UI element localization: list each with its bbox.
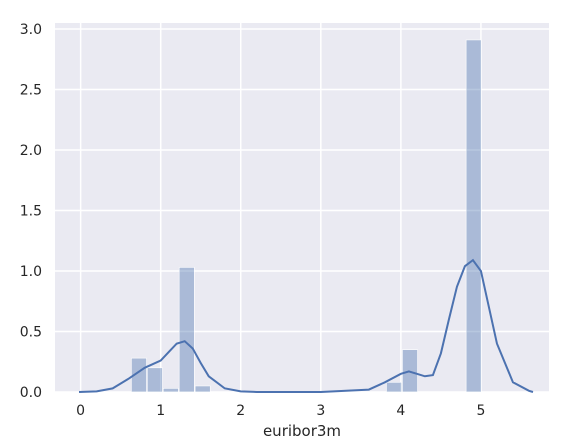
histogram-bar-3: [178, 267, 195, 393]
y-tick-label-5: 2.5: [20, 83, 42, 99]
x-tick-label-0: 0: [76, 403, 85, 419]
x-tick-label-1: 1: [156, 403, 165, 419]
x-tick-label-5: 5: [476, 403, 485, 419]
x-tick-label-2: 2: [236, 403, 245, 419]
x-axis-label: euribor3m: [263, 422, 341, 440]
kde-line: [78, 258, 534, 393]
y-tick-label-3: 1.5: [20, 204, 42, 220]
plot-background: [55, 23, 549, 392]
y-tick-label-2: 1.0: [20, 264, 42, 280]
x-tick-label-3: 3: [316, 403, 325, 419]
histogram-bar-5: [386, 382, 402, 393]
histogram-bar-2: [162, 388, 179, 393]
grid-lines: [55, 23, 549, 393]
x-tick-label-4: 4: [396, 403, 405, 419]
x-tick-labels: 0 1 2 3 4 5: [76, 403, 485, 419]
histogram-bar-4: [194, 385, 211, 393]
y-tick-label-4: 2.0: [20, 143, 42, 159]
histogram-bar-0: [131, 357, 147, 393]
y-tick-label-6: 3.0: [20, 22, 42, 38]
y-tick-label-0: 0.0: [20, 385, 42, 401]
y-tick-label-1: 0.5: [20, 325, 42, 341]
histogram-bar-1: [147, 367, 163, 393]
histogram-bar-7: [465, 39, 482, 393]
y-tick-labels: 0.0 0.5 1.0 1.5 2.0 2.5 3.0: [20, 22, 42, 401]
